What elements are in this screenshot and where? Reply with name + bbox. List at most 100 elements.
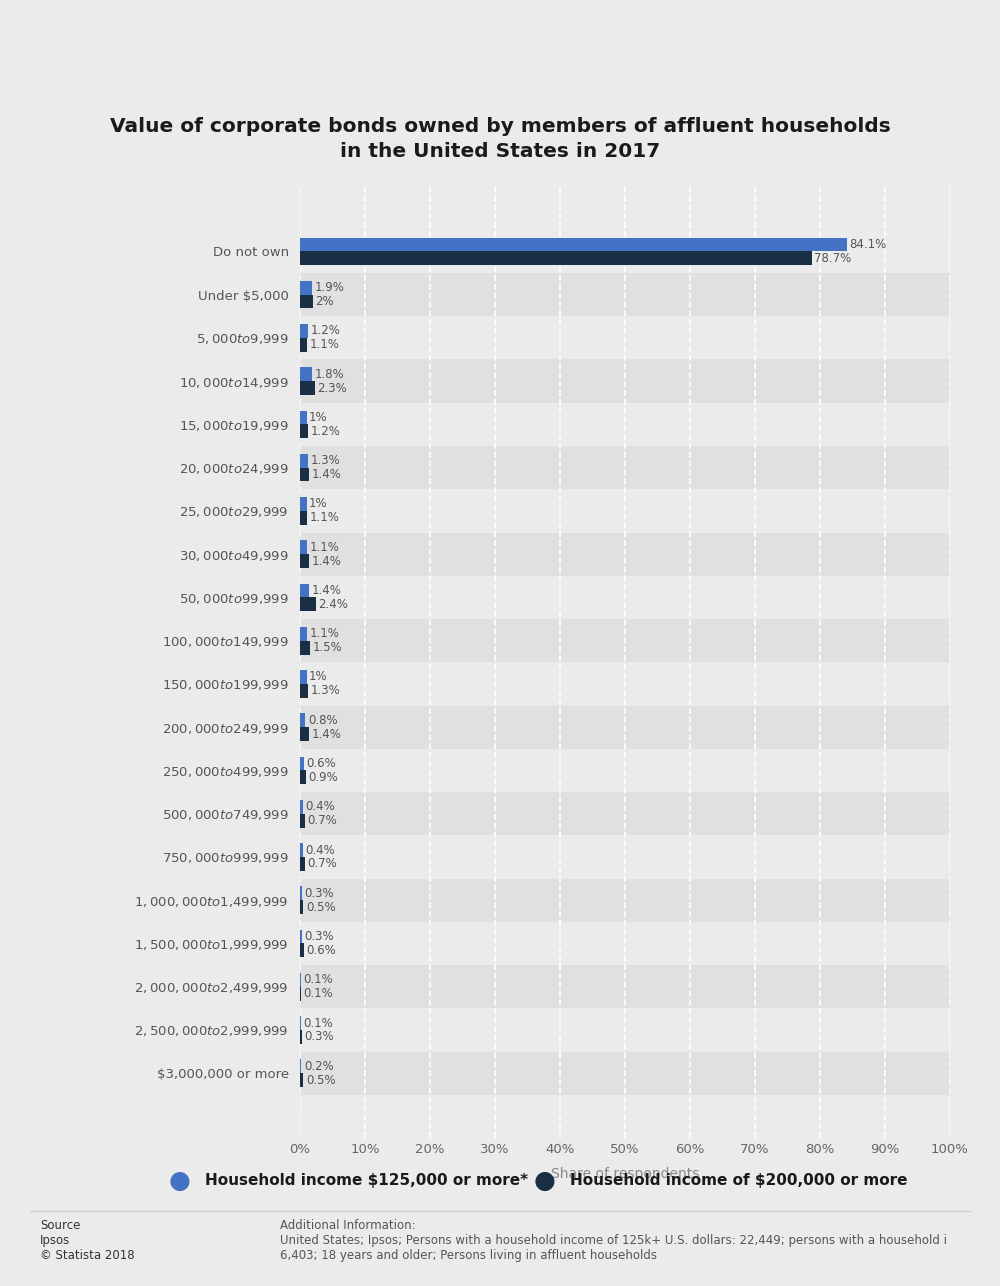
Text: 1.3%: 1.3% — [311, 684, 341, 697]
Bar — [300, 1008, 950, 1052]
Text: 0.6%: 0.6% — [306, 757, 336, 770]
Text: 0.7%: 0.7% — [307, 858, 337, 871]
Bar — [300, 684, 308, 698]
Text: 0.4%: 0.4% — [305, 800, 335, 813]
Bar — [300, 403, 950, 446]
Bar — [300, 886, 302, 900]
Bar — [300, 584, 309, 598]
Bar — [300, 454, 308, 468]
Text: ●: ● — [534, 1169, 556, 1192]
Text: 0.4%: 0.4% — [305, 844, 335, 856]
Text: 1.1%: 1.1% — [310, 512, 340, 525]
Text: 0.6%: 0.6% — [306, 944, 336, 957]
Text: 1.4%: 1.4% — [312, 468, 342, 481]
Text: 0.1%: 0.1% — [303, 1016, 333, 1030]
Bar — [300, 792, 950, 836]
Bar — [300, 930, 302, 944]
Text: 1%: 1% — [309, 412, 328, 424]
Bar — [300, 856, 305, 871]
Text: 0.9%: 0.9% — [308, 770, 338, 784]
Text: Household income of $200,000 or more: Household income of $200,000 or more — [570, 1173, 908, 1188]
Text: ●: ● — [169, 1169, 191, 1192]
Bar — [300, 316, 950, 360]
Text: 0.1%: 0.1% — [303, 988, 333, 1001]
Bar — [300, 1052, 950, 1094]
Text: 0.3%: 0.3% — [305, 1030, 334, 1043]
Bar — [300, 714, 305, 727]
Text: 84.1%: 84.1% — [849, 238, 887, 251]
Bar — [300, 489, 950, 532]
Bar — [300, 836, 950, 878]
Bar — [300, 878, 950, 922]
Text: 2%: 2% — [316, 294, 334, 309]
Bar — [300, 554, 309, 568]
Text: 1.4%: 1.4% — [312, 584, 342, 597]
Bar — [300, 532, 950, 576]
Bar — [300, 1030, 302, 1044]
Bar — [300, 424, 308, 439]
Bar — [300, 368, 312, 381]
Text: 2.3%: 2.3% — [318, 382, 347, 395]
Text: 1%: 1% — [309, 670, 328, 683]
Bar — [300, 922, 950, 964]
Bar — [300, 1060, 301, 1074]
Bar — [300, 670, 306, 684]
Bar — [300, 900, 303, 914]
Bar — [300, 964, 950, 1008]
Text: 0.3%: 0.3% — [305, 887, 334, 900]
Bar — [300, 1074, 303, 1087]
Bar — [300, 251, 812, 265]
Text: 1.9%: 1.9% — [315, 282, 345, 294]
Bar — [300, 338, 307, 351]
Text: 0.1%: 0.1% — [303, 974, 333, 986]
Text: Additional Information:
United States; Ipsos; Persons with a household income of: Additional Information: United States; I… — [280, 1219, 947, 1262]
Bar — [300, 280, 312, 294]
Bar — [300, 770, 306, 784]
Text: 0.5%: 0.5% — [306, 900, 335, 913]
Bar — [300, 446, 950, 489]
Text: 0.8%: 0.8% — [308, 714, 337, 727]
Bar — [300, 814, 305, 827]
Bar — [300, 540, 307, 554]
Bar — [300, 230, 950, 273]
Bar — [300, 576, 950, 619]
Bar — [300, 468, 309, 481]
Bar — [300, 324, 308, 338]
Text: 1%: 1% — [309, 498, 328, 511]
Bar — [300, 410, 306, 424]
Bar — [300, 381, 315, 395]
Text: 1.1%: 1.1% — [310, 338, 340, 351]
Text: 1.5%: 1.5% — [312, 642, 342, 655]
Text: 0.3%: 0.3% — [305, 930, 334, 943]
Text: 1.8%: 1.8% — [314, 368, 344, 381]
Text: 1.4%: 1.4% — [312, 728, 342, 741]
Text: 1.1%: 1.1% — [310, 628, 340, 640]
Text: 1.4%: 1.4% — [312, 554, 342, 567]
Text: Value of corporate bonds owned by members of affluent households
in the United S: Value of corporate bonds owned by member… — [110, 117, 890, 161]
Bar — [300, 511, 307, 525]
Text: 0.2%: 0.2% — [304, 1060, 334, 1073]
Bar — [300, 640, 310, 655]
Bar — [300, 844, 303, 856]
Bar — [300, 238, 847, 251]
X-axis label: Share of respondents: Share of respondents — [551, 1168, 699, 1181]
Text: Household income $125,000 or more*: Household income $125,000 or more* — [205, 1173, 528, 1188]
Text: 1.2%: 1.2% — [310, 424, 340, 437]
Text: 78.7%: 78.7% — [814, 252, 851, 265]
Bar — [300, 727, 309, 741]
Text: 0.5%: 0.5% — [306, 1074, 335, 1087]
Bar — [300, 800, 303, 814]
Bar — [300, 619, 950, 662]
Text: 1.1%: 1.1% — [310, 540, 340, 554]
Bar — [300, 626, 307, 640]
Bar — [300, 706, 950, 748]
Bar — [300, 360, 950, 403]
Text: Source
Ipsos
© Statista 2018: Source Ipsos © Statista 2018 — [40, 1219, 135, 1262]
Bar — [300, 273, 950, 316]
Bar — [300, 598, 316, 611]
Text: 2.4%: 2.4% — [318, 598, 348, 611]
Bar — [300, 662, 950, 706]
Bar — [300, 756, 304, 770]
Text: 1.2%: 1.2% — [310, 324, 340, 337]
Text: 1.3%: 1.3% — [311, 454, 341, 467]
